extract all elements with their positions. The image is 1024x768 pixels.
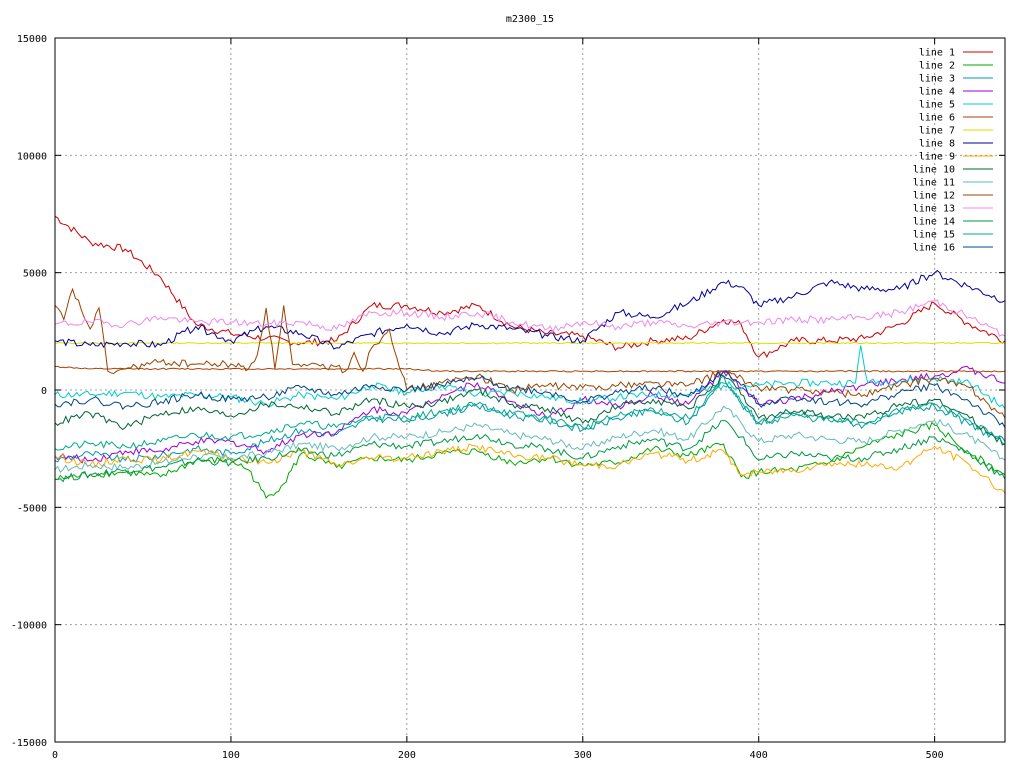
legend-label: line 12 (913, 191, 955, 202)
series-line-8 (54, 269, 1006, 350)
legend-label: line 7 (919, 126, 955, 137)
legend-label: line 14 (913, 217, 955, 228)
y-tick-label: 5000 (23, 269, 47, 280)
chart-title: m2300_15 (506, 14, 554, 25)
x-tick-label: 200 (398, 750, 416, 761)
legend-label: line 16 (913, 243, 955, 254)
legend-label: line 6 (919, 113, 955, 124)
series-line-2 (54, 421, 1006, 499)
x-tick-label: 400 (750, 750, 768, 761)
legend-label: line 2 (919, 61, 955, 72)
series-line-15 (54, 381, 1006, 451)
y-tick-label: 10000 (17, 151, 47, 162)
series-line-1 (54, 215, 1006, 358)
series-line-4 (54, 365, 1006, 464)
series-line-10 (54, 374, 1006, 446)
legend-label: line 11 (913, 178, 955, 189)
series-line-11 (54, 405, 1006, 474)
legend-label: line 8 (919, 139, 955, 150)
series-line-5 (54, 345, 1006, 410)
series-line-16 (54, 370, 1006, 428)
x-tick-label: 500 (926, 750, 944, 761)
series-line-13 (54, 299, 1006, 337)
legend-label: line 15 (913, 230, 955, 241)
legend: line 1 line 2 line 3 line 4 line 5 line 6 line… (913, 48, 993, 254)
y-tick-label: -15000 (11, 738, 47, 749)
axes: -15000 -10000 -5000 0 5000 10000 15000 0 100 200 3… (11, 34, 1005, 761)
y-tick-label: -10000 (11, 621, 47, 632)
legend-label: line 3 (919, 74, 955, 85)
legend-label: line 4 (919, 87, 955, 98)
grid (55, 38, 1005, 742)
series-line-9 (54, 443, 1006, 494)
x-tick-label: 300 (574, 750, 592, 761)
x-tick-label: 100 (222, 750, 240, 761)
legend-label: line 1 (919, 48, 955, 59)
series-line-14 (54, 419, 1006, 483)
legend-label: line 10 (913, 165, 955, 176)
series-lines (54, 215, 1006, 499)
series-line-12 (54, 287, 1006, 419)
series-line-6 (54, 365, 1006, 373)
legend-label: line 5 (919, 100, 955, 111)
x-tick-label: 0 (52, 750, 58, 761)
series-line-7 (54, 341, 1006, 345)
legend-label: line 9 (919, 152, 955, 163)
legend-label: line 13 (913, 204, 955, 215)
y-tick-label: -5000 (17, 503, 47, 514)
y-tick-label: 15000 (17, 34, 47, 45)
y-tick-label: 0 (41, 386, 47, 397)
